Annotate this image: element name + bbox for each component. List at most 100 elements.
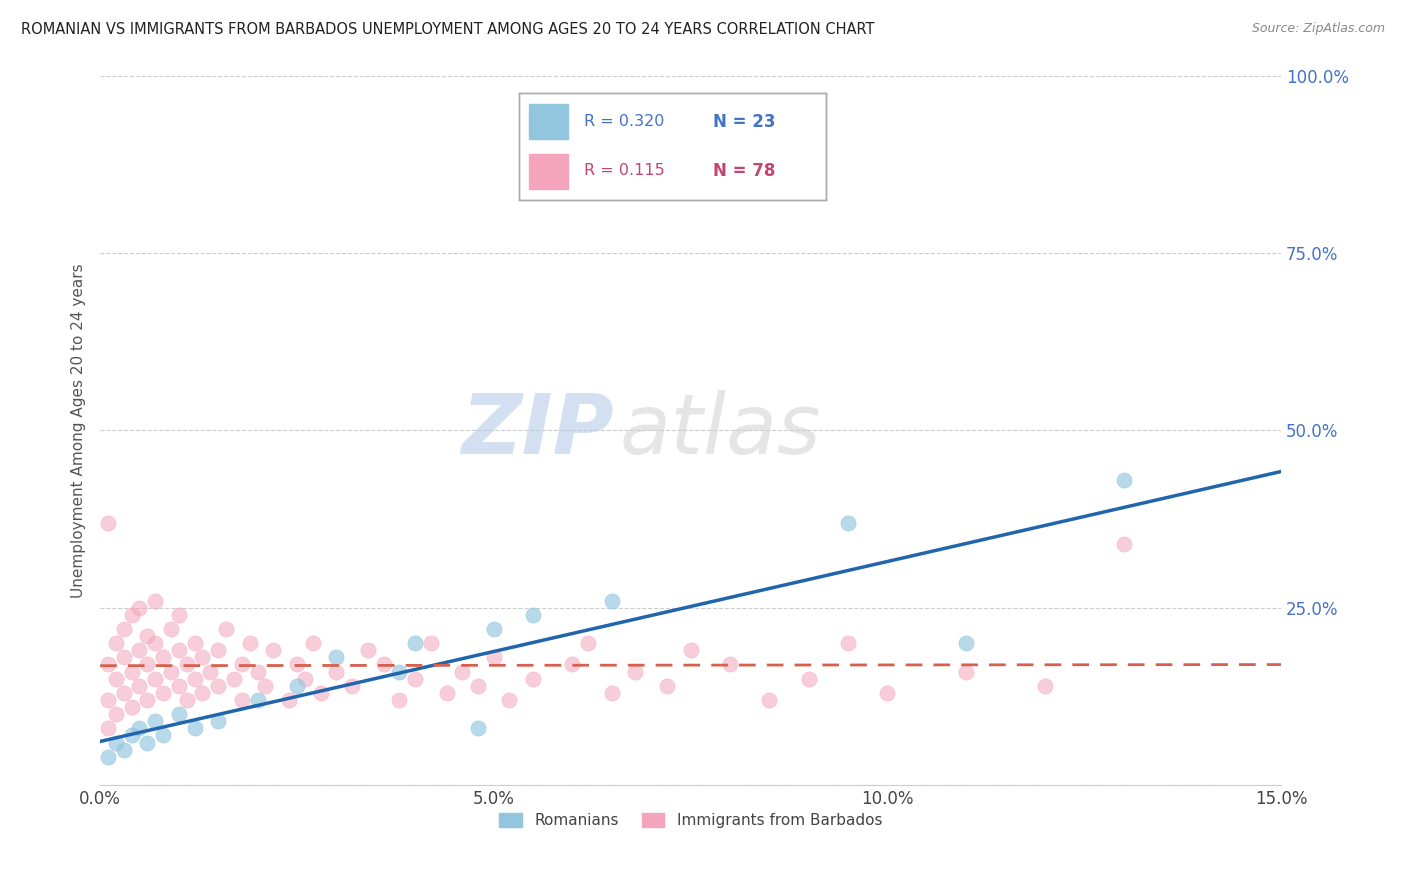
Point (231, 693, 253, 707)
Point (97, 749, 120, 764)
Point (128, 722, 150, 736)
Point (167, 643, 190, 657)
Point (207, 643, 229, 657)
Point (183, 636, 205, 650)
Point (325, 665, 347, 679)
Point (955, 636, 977, 650)
Point (498, 693, 520, 707)
Point (112, 742, 135, 756)
Point (97, 722, 120, 736)
Point (600, 593, 623, 607)
Point (121, 607, 143, 622)
Point (128, 600, 150, 615)
Point (309, 686, 332, 700)
Point (482, 650, 505, 665)
Point (104, 636, 127, 650)
Point (285, 657, 308, 672)
Point (200, 665, 222, 679)
Y-axis label: Unemployment Among Ages 20 to 24 years: Unemployment Among Ages 20 to 24 years (72, 263, 86, 598)
Point (183, 672, 205, 686)
Point (758, 693, 780, 707)
Point (176, 657, 198, 672)
Point (301, 636, 323, 650)
Point (373, 657, 395, 672)
Point (357, 643, 380, 657)
Point (152, 650, 174, 665)
Point (467, 722, 489, 736)
Point (231, 657, 253, 672)
Point (254, 679, 277, 693)
Point (600, 686, 623, 700)
Point (451, 665, 474, 679)
Point (183, 722, 205, 736)
Point (561, 657, 583, 672)
Point (294, 672, 316, 686)
Point (1112, 537, 1135, 551)
Point (467, 679, 489, 693)
Point (655, 679, 678, 693)
Point (522, 672, 544, 686)
Point (112, 650, 135, 665)
Point (128, 643, 150, 657)
Point (624, 665, 647, 679)
Text: Source: ZipAtlas.com: Source: ZipAtlas.com (1251, 22, 1385, 36)
Point (388, 693, 411, 707)
Point (388, 665, 411, 679)
Point (104, 707, 127, 722)
Point (404, 672, 426, 686)
Point (285, 679, 308, 693)
Point (246, 665, 269, 679)
Point (160, 665, 183, 679)
Legend: Romanians, Immigrants from Barbados: Romanians, Immigrants from Barbados (494, 807, 889, 834)
Point (97, 657, 120, 672)
Text: ZIP: ZIP (461, 390, 614, 471)
Point (152, 686, 174, 700)
Point (136, 657, 159, 672)
Point (207, 714, 229, 729)
Point (239, 636, 262, 650)
Point (404, 636, 426, 650)
Point (128, 679, 150, 693)
Point (104, 672, 127, 686)
Point (176, 693, 198, 707)
Point (522, 607, 544, 622)
Point (121, 665, 143, 679)
Point (246, 693, 269, 707)
Point (837, 516, 859, 530)
Point (143, 593, 166, 607)
Point (1112, 473, 1135, 487)
Point (797, 672, 820, 686)
Point (136, 629, 159, 643)
Point (278, 693, 301, 707)
Point (876, 686, 898, 700)
Point (482, 622, 505, 636)
Point (325, 650, 347, 665)
Point (576, 636, 599, 650)
Point (262, 643, 284, 657)
Point (167, 707, 190, 722)
Point (112, 622, 135, 636)
Point (143, 714, 166, 729)
Point (121, 700, 143, 714)
Point (419, 636, 441, 650)
Point (436, 686, 458, 700)
Point (121, 728, 143, 742)
Point (955, 665, 977, 679)
Point (191, 650, 214, 665)
Point (340, 679, 363, 693)
Point (152, 728, 174, 742)
Point (143, 636, 166, 650)
Point (143, 672, 166, 686)
Text: ROMANIAN VS IMMIGRANTS FROM BARBADOS UNEMPLOYMENT AMONG AGES 20 TO 24 YEARS CORR: ROMANIAN VS IMMIGRANTS FROM BARBADOS UNE… (21, 22, 875, 37)
Point (97, 516, 120, 530)
Point (136, 693, 159, 707)
Point (167, 607, 190, 622)
Point (104, 735, 127, 749)
Point (97, 693, 120, 707)
Point (160, 622, 183, 636)
Point (136, 735, 159, 749)
Point (222, 672, 245, 686)
Point (191, 686, 214, 700)
Point (215, 622, 238, 636)
Point (837, 636, 859, 650)
